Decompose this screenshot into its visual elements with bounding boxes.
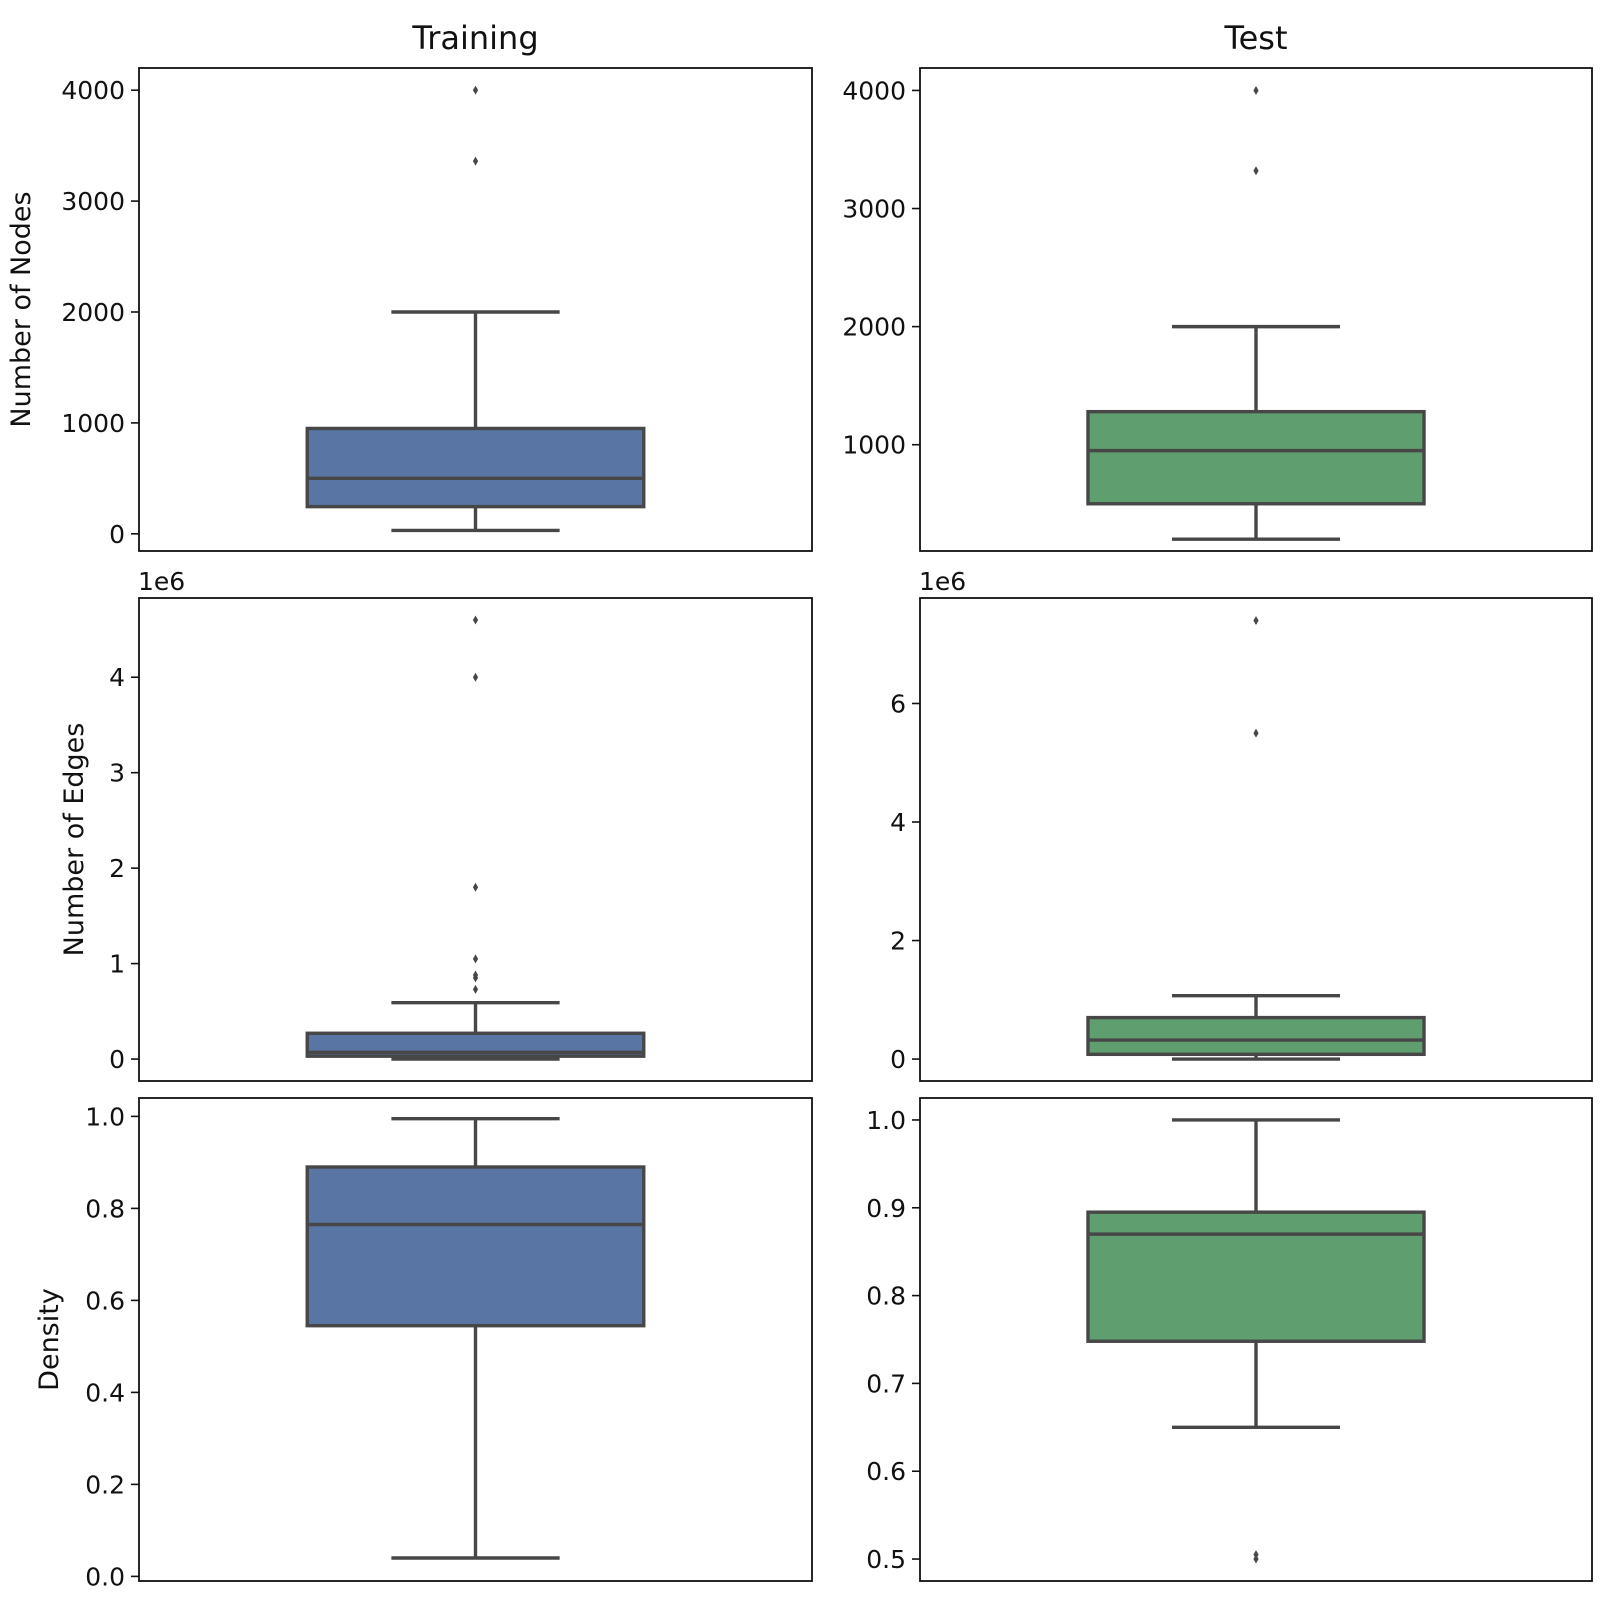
axes-frame xyxy=(138,1097,813,1582)
iqr-box xyxy=(1086,1015,1426,1057)
y-tick-label: 0.8 xyxy=(85,1194,125,1223)
y-tick-label: 0.7 xyxy=(866,1369,906,1398)
iqr-box xyxy=(1086,1210,1426,1343)
y-tick-label: 0.6 xyxy=(866,1457,906,1486)
axes-frame xyxy=(919,67,1593,552)
outlier-point xyxy=(472,672,479,682)
outlier-point xyxy=(472,954,479,964)
y-tick-label: 3000 xyxy=(61,187,125,216)
training-density-panel: Density 0.0 0.2 0.4 0.6 0.8 1.0 xyxy=(34,1097,813,1591)
outlier-point xyxy=(472,85,479,95)
outlier-point xyxy=(472,984,479,994)
y-tick-label: 0.6 xyxy=(85,1286,125,1315)
outlier-point xyxy=(1253,616,1259,626)
panel-title: Training xyxy=(411,19,538,57)
axes-frame xyxy=(138,67,813,552)
iqr-box xyxy=(305,1031,646,1058)
axes-frame xyxy=(138,597,813,1082)
y-tick-label: 0.8 xyxy=(866,1282,906,1311)
iqr-box xyxy=(305,1165,646,1328)
iqr-box xyxy=(305,426,646,509)
y-tick-label: 4000 xyxy=(61,76,125,105)
y-axis-label: Density xyxy=(34,1288,65,1391)
y-tick-label: 1.0 xyxy=(866,1106,906,1135)
y-tick-label: 2000 xyxy=(61,298,125,327)
outlier-point xyxy=(1253,728,1259,738)
y-tick-label: 0.5 xyxy=(866,1545,906,1574)
outlier-point xyxy=(472,970,479,980)
panel-title: Test xyxy=(1223,19,1287,57)
y-tick-label: 3000 xyxy=(842,195,906,224)
y-tick-label: 4 xyxy=(890,808,906,837)
test-nodes-panel: Test 1000 2000 3000 4000 xyxy=(842,19,1593,552)
outlier-point xyxy=(472,615,479,625)
axis-offset-text: 1e6 xyxy=(919,567,966,596)
iqr-box xyxy=(1086,409,1426,506)
y-tick-label: 2000 xyxy=(842,313,906,342)
outlier-point xyxy=(472,156,479,166)
axis-offset-text: 1e6 xyxy=(138,567,185,596)
y-tick-label: 4 xyxy=(109,663,125,692)
y-tick-label: 4000 xyxy=(842,76,906,105)
training-nodes-panel: Training Number of Nodes 0 1000 2000 3000 4000 xyxy=(6,19,813,552)
training-edges-panel: 1e6 Number of Edges 0 1 2 3 4 xyxy=(59,567,813,1082)
y-tick-label: 2 xyxy=(890,927,906,956)
test-edges-panel: 1e6 0 2 4 6 xyxy=(890,567,1593,1082)
y-axis-label: Number of Edges xyxy=(59,723,90,957)
outlier-point xyxy=(472,882,479,892)
y-tick-label: 1000 xyxy=(842,431,906,460)
y-tick-label: 0.2 xyxy=(85,1470,125,1499)
y-tick-label: 3 xyxy=(109,759,125,788)
y-tick-label: 0 xyxy=(109,520,125,549)
outlier-point xyxy=(1253,1550,1259,1560)
y-tick-label: 6 xyxy=(890,689,906,718)
test-density-panel: 0.5 0.6 0.7 0.8 0.9 1.0 xyxy=(866,1097,1593,1582)
y-axis-label: Number of Nodes xyxy=(6,191,37,427)
y-tick-label: 0.9 xyxy=(866,1194,906,1223)
outlier-point xyxy=(1253,166,1259,176)
axes-frame xyxy=(919,597,1593,1082)
y-tick-label: 1000 xyxy=(61,409,125,438)
y-tick-label: 2 xyxy=(109,854,125,883)
y-tick-label: 0.0 xyxy=(85,1562,125,1591)
y-tick-label: 0 xyxy=(890,1045,906,1074)
y-tick-label: 1.0 xyxy=(85,1102,125,1131)
outlier-point xyxy=(1253,85,1259,95)
y-tick-label: 1 xyxy=(109,950,125,979)
y-tick-label: 0.4 xyxy=(85,1378,125,1407)
axes-frame xyxy=(919,1097,1593,1582)
y-tick-label: 0 xyxy=(109,1045,125,1074)
